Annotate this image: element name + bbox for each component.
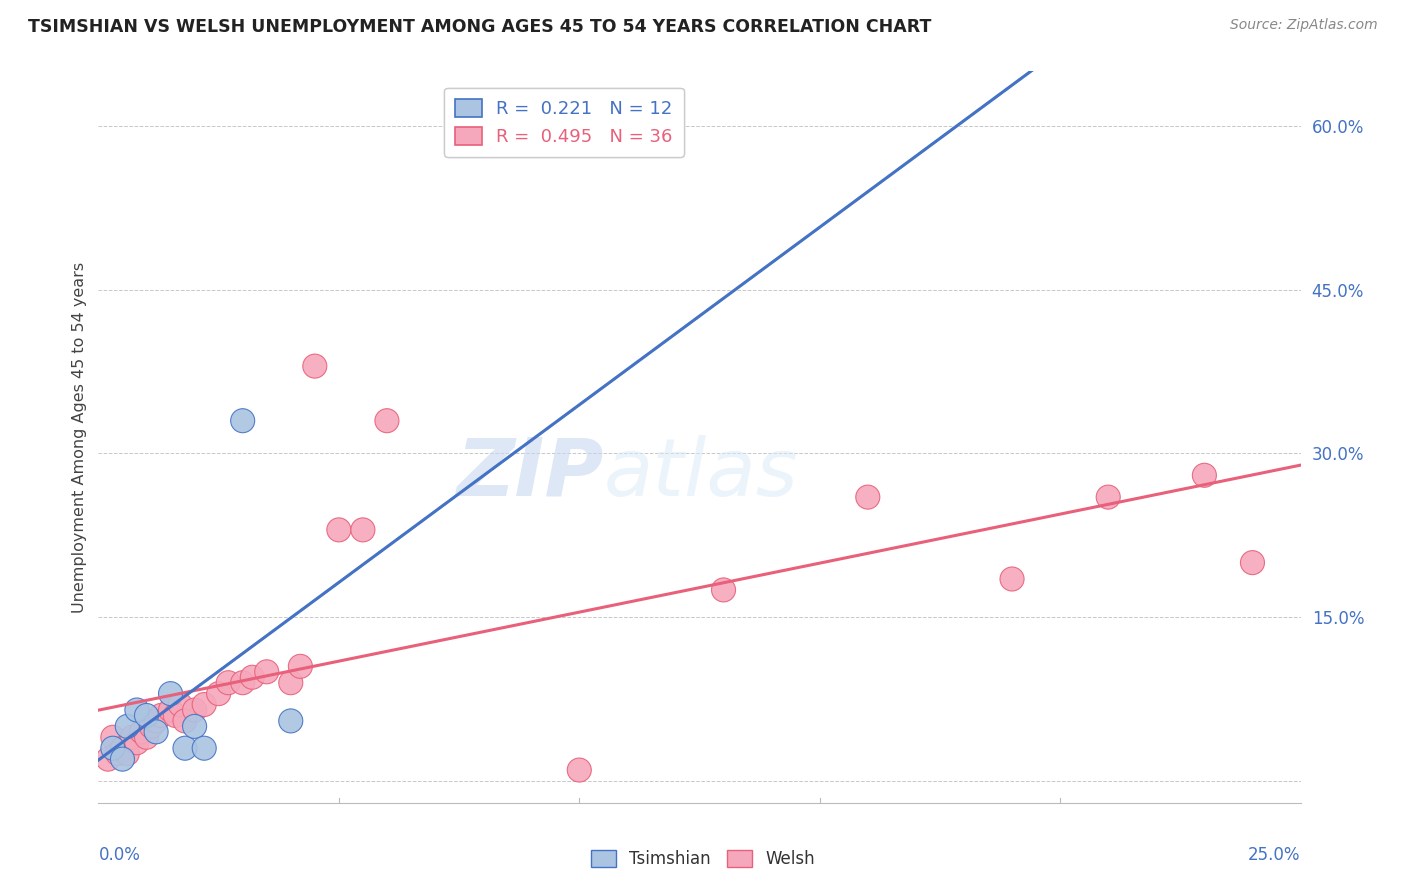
Ellipse shape: [567, 758, 592, 782]
Ellipse shape: [159, 681, 183, 706]
Ellipse shape: [1240, 550, 1264, 574]
Ellipse shape: [143, 709, 169, 733]
Ellipse shape: [115, 741, 139, 765]
Ellipse shape: [139, 714, 163, 739]
Ellipse shape: [163, 704, 187, 728]
Ellipse shape: [302, 354, 326, 378]
Ellipse shape: [278, 709, 302, 733]
Text: 25.0%: 25.0%: [1249, 847, 1301, 864]
Text: 0.0%: 0.0%: [98, 847, 141, 864]
Ellipse shape: [101, 736, 125, 760]
Ellipse shape: [1097, 485, 1121, 509]
Ellipse shape: [159, 698, 183, 722]
Ellipse shape: [254, 660, 278, 684]
Ellipse shape: [193, 736, 217, 760]
Ellipse shape: [173, 736, 197, 760]
Ellipse shape: [183, 714, 207, 739]
Text: TSIMSHIAN VS WELSH UNEMPLOYMENT AMONG AGES 45 TO 54 YEARS CORRELATION CHART: TSIMSHIAN VS WELSH UNEMPLOYMENT AMONG AG…: [28, 18, 932, 36]
Ellipse shape: [115, 714, 139, 739]
Ellipse shape: [129, 720, 153, 744]
Ellipse shape: [125, 731, 149, 755]
Ellipse shape: [1192, 463, 1216, 487]
Ellipse shape: [217, 671, 240, 695]
Ellipse shape: [231, 671, 254, 695]
Ellipse shape: [105, 741, 129, 765]
Ellipse shape: [125, 698, 149, 722]
Ellipse shape: [149, 704, 173, 728]
Ellipse shape: [173, 709, 197, 733]
Text: atlas: atlas: [603, 434, 799, 513]
Ellipse shape: [183, 698, 207, 722]
Ellipse shape: [101, 725, 125, 749]
Ellipse shape: [1000, 567, 1024, 591]
Ellipse shape: [120, 725, 143, 749]
Ellipse shape: [711, 578, 735, 602]
Text: Source: ZipAtlas.com: Source: ZipAtlas.com: [1230, 18, 1378, 32]
Ellipse shape: [288, 655, 312, 678]
Ellipse shape: [111, 747, 135, 772]
Ellipse shape: [231, 409, 254, 433]
Ellipse shape: [375, 409, 399, 433]
Ellipse shape: [169, 692, 193, 716]
Ellipse shape: [193, 692, 217, 716]
Text: ZIP: ZIP: [456, 434, 603, 513]
Legend: R =  0.221   N = 12, R =  0.495   N = 36: R = 0.221 N = 12, R = 0.495 N = 36: [444, 87, 683, 157]
Ellipse shape: [135, 725, 159, 749]
Ellipse shape: [352, 518, 375, 541]
Ellipse shape: [207, 681, 231, 706]
Ellipse shape: [278, 671, 302, 695]
Ellipse shape: [856, 485, 880, 509]
Ellipse shape: [240, 665, 264, 690]
Ellipse shape: [96, 747, 120, 772]
Ellipse shape: [326, 518, 352, 541]
Legend: Tsimshian, Welsh: Tsimshian, Welsh: [583, 843, 823, 875]
Ellipse shape: [111, 736, 135, 760]
Ellipse shape: [135, 704, 159, 728]
Ellipse shape: [143, 720, 169, 744]
Y-axis label: Unemployment Among Ages 45 to 54 years: Unemployment Among Ages 45 to 54 years: [72, 261, 87, 613]
